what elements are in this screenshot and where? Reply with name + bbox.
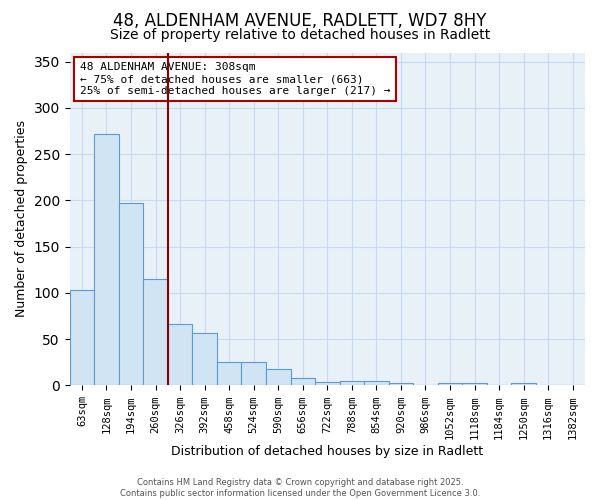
Text: Contains HM Land Registry data © Crown copyright and database right 2025.
Contai: Contains HM Land Registry data © Crown c…	[120, 478, 480, 498]
Bar	[168, 324, 193, 386]
Bar	[315, 382, 340, 386]
Bar	[266, 369, 290, 386]
Bar	[389, 382, 413, 386]
Bar	[438, 382, 462, 386]
Bar	[340, 381, 364, 386]
Bar	[217, 362, 241, 386]
Bar	[193, 333, 217, 386]
Bar	[290, 378, 315, 386]
Bar	[143, 279, 168, 386]
Bar	[241, 362, 266, 386]
Bar	[364, 381, 389, 386]
Bar	[94, 134, 119, 386]
X-axis label: Distribution of detached houses by size in Radlett: Distribution of detached houses by size …	[171, 444, 484, 458]
Bar	[119, 204, 143, 386]
Text: Size of property relative to detached houses in Radlett: Size of property relative to detached ho…	[110, 28, 490, 42]
Bar	[70, 290, 94, 386]
Text: 48, ALDENHAM AVENUE, RADLETT, WD7 8HY: 48, ALDENHAM AVENUE, RADLETT, WD7 8HY	[113, 12, 487, 30]
Bar	[511, 382, 536, 386]
Text: 48 ALDENHAM AVENUE: 308sqm
← 75% of detached houses are smaller (663)
25% of sem: 48 ALDENHAM AVENUE: 308sqm ← 75% of deta…	[80, 62, 391, 96]
Y-axis label: Number of detached properties: Number of detached properties	[15, 120, 28, 318]
Bar	[462, 382, 487, 386]
